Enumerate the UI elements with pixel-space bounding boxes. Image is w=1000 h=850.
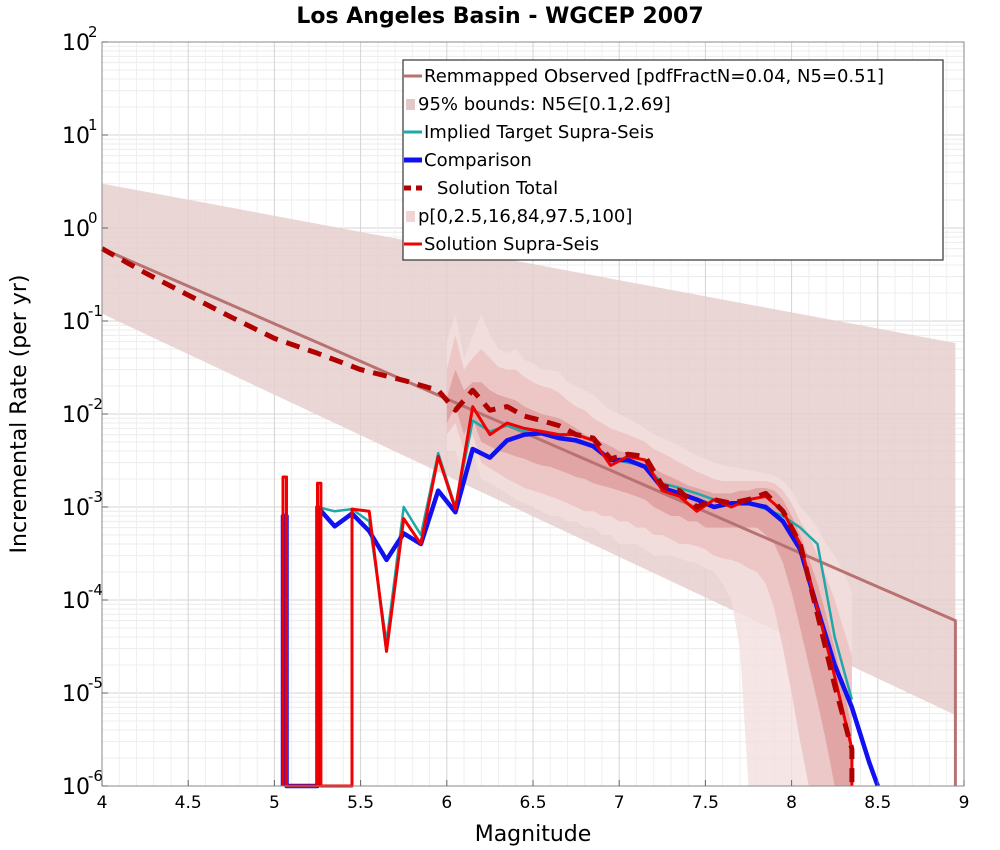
y-tick-label: 10 xyxy=(62,31,90,56)
legend-label: Solution Supra-Seis xyxy=(424,234,599,255)
x-tick-label: 5.5 xyxy=(347,793,374,813)
legend-swatch xyxy=(406,99,415,110)
y-tick-exponent: -6 xyxy=(88,767,103,785)
legend-label: Remmapped Observed [pdfFractN=0.04, N5=0… xyxy=(424,66,884,87)
y-tick-label: 10 xyxy=(62,589,90,614)
x-tick-label: 8.5 xyxy=(864,793,891,813)
series-lines xyxy=(100,246,957,789)
y-tick-exponent: -2 xyxy=(88,395,103,413)
series-line-2 xyxy=(280,431,880,789)
x-ticks: 4 4.5 5 5.5 6 6.5 7 7.5 8 8.5 9 xyxy=(97,780,970,813)
y-tick-label: 10 xyxy=(62,775,90,800)
x-axis-label: Magnitude xyxy=(475,822,592,847)
y-tick-exponent: -3 xyxy=(88,488,103,506)
y-tick-label: 10 xyxy=(62,310,90,335)
y-tick-exponent: -5 xyxy=(88,674,103,692)
x-tick-label: 7.5 xyxy=(692,793,719,813)
y-tick-label: 10 xyxy=(62,682,90,707)
y-tick-exponent: 2 xyxy=(88,23,98,41)
series-line-3 xyxy=(281,405,854,788)
percentile-band-p16-p84 xyxy=(446,369,852,786)
series-line-0 xyxy=(101,247,957,786)
legend: Remmapped Observed [pdfFractN=0.04, N5=0… xyxy=(402,59,944,261)
series-line-4 xyxy=(100,246,855,786)
x-tick-label: 7 xyxy=(614,793,625,813)
x-tick-label: 9 xyxy=(959,793,970,813)
x-tick-label: 5 xyxy=(269,793,280,813)
legend-box xyxy=(402,59,944,261)
legend-label: 95% bounds: N5∈[0.1,2.69] xyxy=(418,94,671,115)
x-tick-label: 6.5 xyxy=(519,793,546,813)
x-tick-label: 6 xyxy=(441,793,452,813)
legend-label: Solution Total xyxy=(437,178,558,199)
y-tick-exponent: -4 xyxy=(88,581,103,599)
x-tick-label: 8 xyxy=(786,793,797,813)
y-tick-label: 10 xyxy=(62,217,90,242)
x-tick-label: 4 xyxy=(97,793,108,813)
legend-label: p[0,2.5,16,84,97.5,100] xyxy=(418,206,632,227)
chart-title: Los Angeles Basin - WGCEP 2007 xyxy=(296,4,703,29)
y-tick-label: 10 xyxy=(62,124,90,149)
bands xyxy=(102,183,956,787)
y-tick-label: 10 xyxy=(62,403,90,428)
legend-label: Comparison xyxy=(424,150,532,171)
y-tick-exponent: 1 xyxy=(88,116,98,134)
y-tick-exponent: -1 xyxy=(88,302,103,320)
x-tick-label: 4.5 xyxy=(175,793,202,813)
y-tick-exponent: 0 xyxy=(88,209,98,227)
legend-label: Implied Target Supra-Seis xyxy=(424,122,654,143)
y-tick-label: 10 xyxy=(62,496,90,521)
legend-swatch xyxy=(406,211,415,222)
y-axis-label: Incremental Rate (per yr) xyxy=(7,275,32,554)
